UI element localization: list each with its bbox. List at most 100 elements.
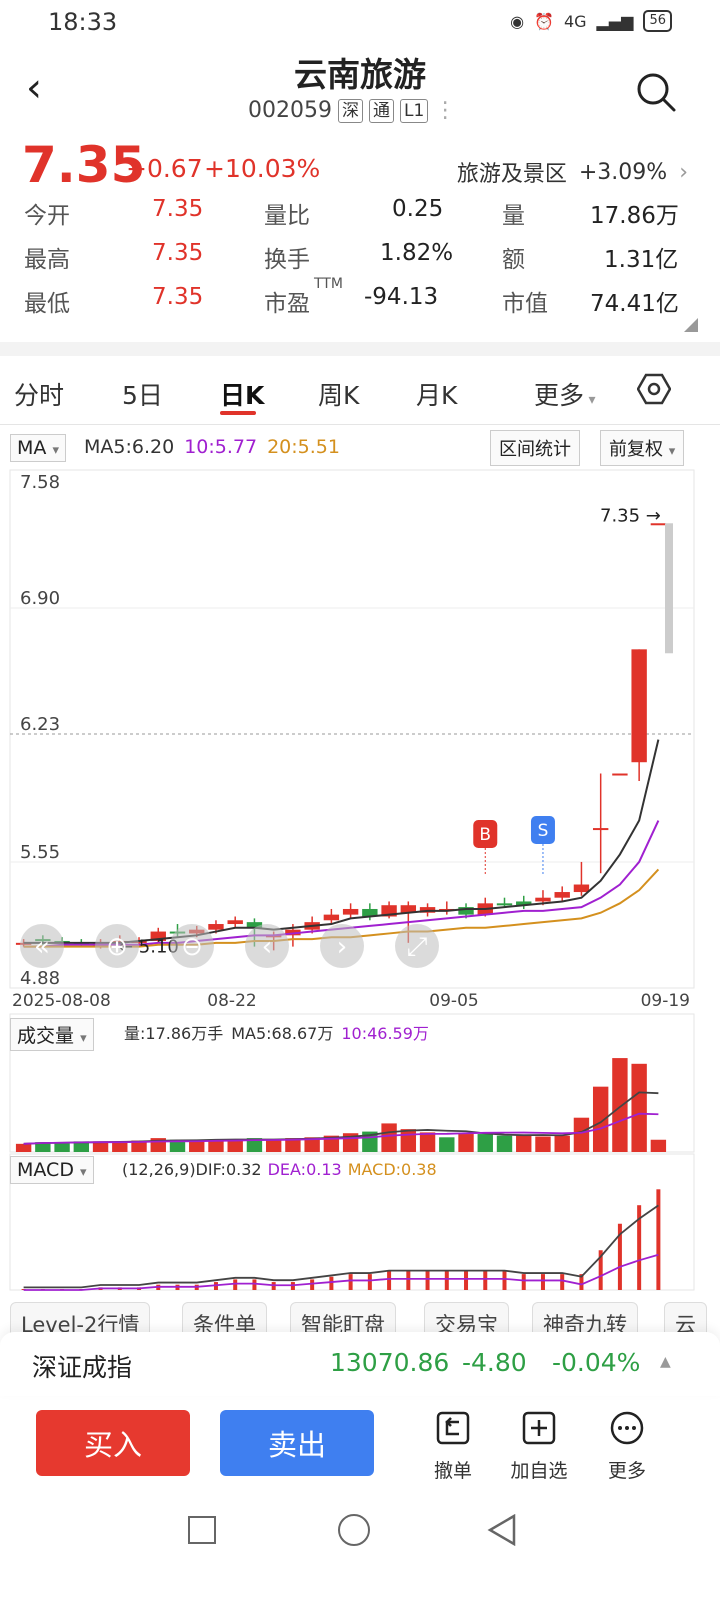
quote-label: 市值 <box>502 291 548 317</box>
connect-tag: 通 <box>368 98 394 123</box>
recent-apps-icon[interactable] <box>188 1516 216 1544</box>
quote-row: 今开 7.35 量比 0.25 量 17.86万 <box>24 196 688 236</box>
tab-monthly[interactable]: 月K <box>416 381 458 410</box>
quote-label: 市盈 <box>264 291 310 317</box>
double-left-icon-bg[interactable] <box>20 924 64 968</box>
quote-value: 7.35 <box>152 284 204 310</box>
volume-bar <box>285 1138 301 1152</box>
sell-button[interactable]: 卖出 <box>220 1410 374 1476</box>
period-tabs: 分时 5日 日K 周K 月K 更多 ▾ <box>0 370 720 416</box>
volume-legend: 量:17.86万手 MA5:68.67万 10:46.59万 <box>124 1020 429 1044</box>
quote-value: 1.82% <box>380 240 454 266</box>
volume-bar <box>189 1140 205 1152</box>
left-icon-bg[interactable] <box>245 924 289 968</box>
candle-body <box>516 901 532 906</box>
right-icon: › <box>337 932 347 962</box>
candle-body <box>554 892 570 898</box>
tab-more[interactable]: 更多 ▾ <box>534 376 596 412</box>
back-icon[interactable]: ‹ <box>26 65 42 111</box>
section-divider <box>0 342 720 356</box>
candle-body <box>381 905 397 917</box>
dif-line <box>23 1204 659 1289</box>
candle-body <box>573 884 590 893</box>
ma5-line <box>23 739 660 944</box>
chip-smart-watch[interactable]: 智能盯盘 <box>290 1302 396 1334</box>
cancel-order-icon <box>436 1411 470 1445</box>
volume-bar <box>496 1135 513 1152</box>
caret-up-icon[interactable]: ▲ <box>660 1354 671 1370</box>
buy-marker-label: B <box>479 825 491 845</box>
zoom-out-icon-bg[interactable] <box>170 924 214 968</box>
volume-value: 量:17.86万手 <box>124 1024 224 1043</box>
buy-button[interactable]: 买入 <box>36 1410 190 1476</box>
quote-label: 额 <box>502 247 525 273</box>
more-actions-button[interactable]: 更多 <box>592 1410 662 1483</box>
zoom-in-icon-bg[interactable] <box>95 924 139 968</box>
indicator-label: MA <box>17 437 47 459</box>
sector-link[interactable]: 旅游及景区 +3.09% › <box>457 156 688 188</box>
tab-daily[interactable]: 日K <box>220 381 265 410</box>
tab-weekly[interactable]: 周K <box>318 381 360 410</box>
fullscreen-icon-bg[interactable] <box>395 924 439 968</box>
macd-bar <box>329 1276 334 1290</box>
volume-bar <box>265 1139 282 1152</box>
right-icon-bg[interactable] <box>320 924 364 968</box>
volume-bar <box>439 1137 455 1152</box>
chip-magic-nine[interactable]: 神奇九转 <box>532 1302 638 1334</box>
index-bar[interactable]: 深证成指 13070.86 -4.80 -0.04% ▲ <box>0 1332 720 1396</box>
candle-body <box>535 897 551 902</box>
price-scrollbar <box>665 523 673 654</box>
candle-body <box>631 649 647 763</box>
caret-down-icon: ▾ <box>80 1031 87 1046</box>
volume-bar <box>131 1140 147 1152</box>
search-icon[interactable] <box>634 70 678 114</box>
adjust-dropdown[interactable]: 前复权 ▾ <box>600 430 685 466</box>
volume-bar <box>92 1141 109 1152</box>
add-watchlist-icon <box>522 1411 556 1445</box>
quote-value: 1.31亿 <box>604 247 679 273</box>
fullscreen-icon: ⤢ <box>407 932 428 962</box>
chip-trade-treasure[interactable]: 交易宝 <box>424 1302 509 1334</box>
chip-condition-order[interactable]: 条件单 <box>182 1302 267 1334</box>
quote-row: 最低 7.35 市盈 TTM -94.13 市值 74.41亿 <box>24 276 688 324</box>
volume-bar <box>304 1137 320 1152</box>
macd-bar <box>656 1189 661 1290</box>
adjust-label: 前复权 <box>609 439 663 460</box>
cancel-order-button[interactable]: 撤单 <box>418 1410 488 1483</box>
chip-level2[interactable]: Level-2行情 <box>10 1302 151 1334</box>
feature-chips: Level-2行情 条件单 智能盯盘 交易宝 神奇九转 云 <box>0 1302 720 1334</box>
add-watchlist-button[interactable]: 加自选 <box>504 1410 574 1483</box>
tab-minute[interactable]: 分时 <box>14 381 65 410</box>
left-icon: ‹ <box>262 932 272 962</box>
indicator-dropdown[interactable]: MA ▾ <box>10 434 66 462</box>
macd-dropdown[interactable]: MACD ▾ <box>10 1156 94 1184</box>
candle-body <box>496 903 513 906</box>
status-time: 18:33 <box>48 8 118 36</box>
more-dots-icon[interactable]: ⋮ <box>434 98 457 123</box>
index-value: 13070.86 <box>330 1348 450 1377</box>
chip-cloud[interactable]: 云 <box>664 1302 707 1334</box>
back-nav-icon[interactable] <box>486 1514 518 1546</box>
expand-corner-icon[interactable] <box>684 318 698 332</box>
index-name: 深证成指 <box>32 1353 133 1382</box>
tab-5day[interactable]: 5日 <box>122 381 163 410</box>
macd-bar <box>617 1223 622 1290</box>
tab-more-label: 更多 <box>534 381 585 410</box>
caret-down-icon: ▾ <box>52 443 59 458</box>
volume-bar <box>477 1134 493 1152</box>
candle-body <box>246 922 263 928</box>
settings-icon[interactable] <box>637 372 671 406</box>
price-change-pct: +10.03% <box>204 154 321 183</box>
stock-code: 002059 <box>248 98 332 123</box>
index-pct: -0.04% <box>552 1348 641 1377</box>
home-icon[interactable] <box>338 1514 370 1546</box>
stock-code-row: 002059 深 通 L1 ⋮ <box>248 98 456 123</box>
volume-dropdown[interactable]: 成交量 ▾ <box>10 1018 94 1051</box>
system-nav-bar <box>0 1500 720 1600</box>
range-stats-button[interactable]: 区间统计 <box>490 430 580 466</box>
y-tick-label: 7.58 <box>20 472 60 493</box>
volume-ma10: 10:46.59万 <box>341 1024 429 1043</box>
quote-label: 量比 <box>264 203 310 229</box>
x-tick-label: 2025-08-08 <box>12 991 111 1011</box>
